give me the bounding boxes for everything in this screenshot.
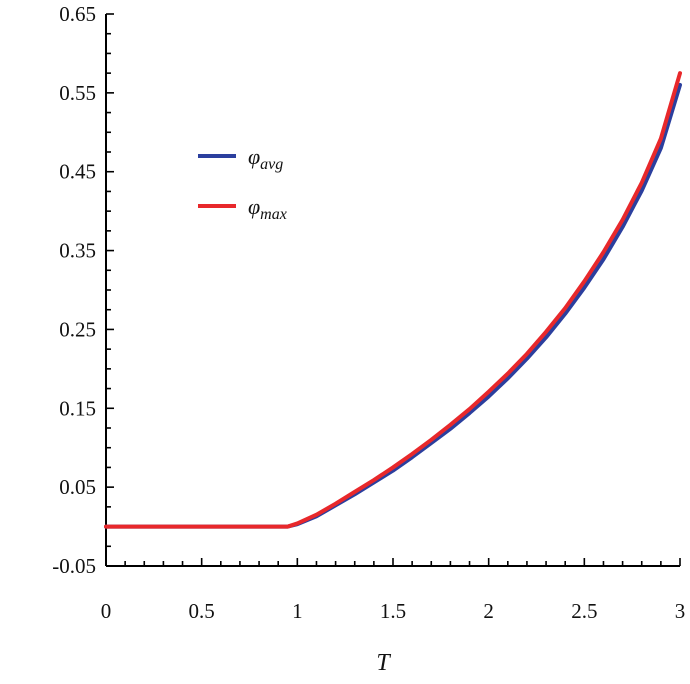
series-line-max	[104, 71, 682, 529]
y-tick-label: 0.45	[59, 160, 96, 184]
y-tick-label: 0.05	[59, 475, 96, 499]
y-tick-label: 0.65	[59, 2, 96, 26]
x-tick-label: 1.5	[380, 599, 406, 623]
x-tick-label: 3	[675, 599, 686, 623]
x-axis-title: T	[376, 650, 391, 676]
legend-label-max: φmax	[248, 194, 287, 223]
y-tick-label: 0.35	[59, 239, 96, 263]
y-tick-label: 0.15	[59, 396, 96, 420]
x-tick-label: 1	[292, 599, 303, 623]
x-tick-label: 0	[101, 599, 112, 623]
y-tick-label: 0.25	[59, 317, 96, 341]
x-tick-label: 2	[483, 599, 494, 623]
x-tick-label: 0.5	[189, 599, 215, 623]
chart-axes: -0.05 0.05 0.15 0.25 0.35 0.45 0.55 0.65 0 0.5 1 1.…	[52, 2, 685, 676]
legend: φavg φmax	[198, 144, 287, 223]
y-tick-label: -0.05	[52, 554, 96, 578]
series-layer	[104, 71, 682, 529]
y-tick-label: 0.55	[59, 81, 96, 105]
series-line-avg	[104, 82, 682, 529]
x-tick-label: 2.5	[571, 599, 597, 623]
legend-label-avg: φavg	[248, 144, 283, 173]
